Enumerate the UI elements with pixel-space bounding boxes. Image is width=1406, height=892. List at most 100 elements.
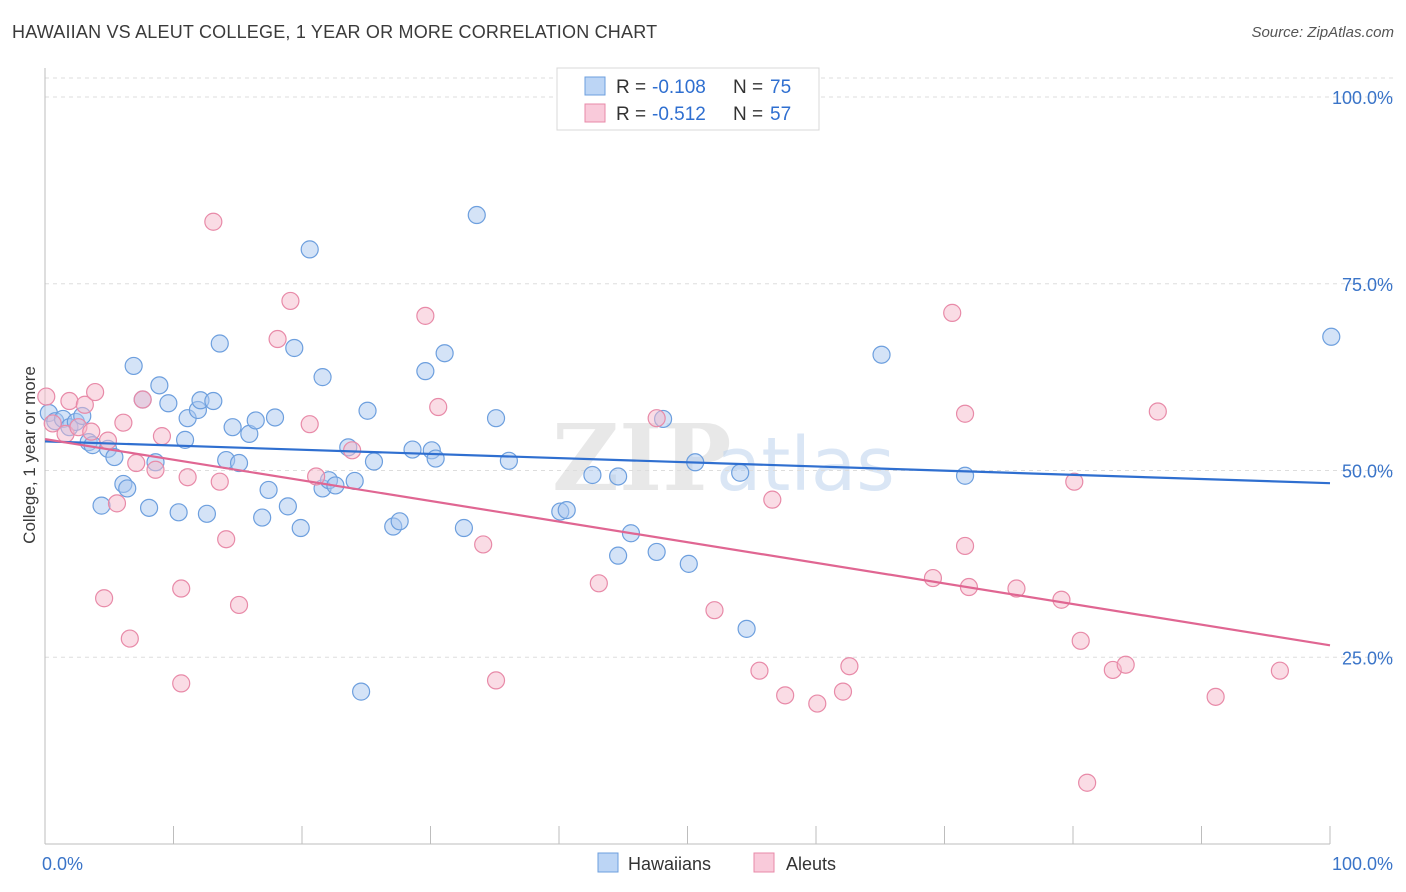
point-aleuts	[82, 422, 101, 441]
point-hawaiians	[150, 376, 169, 395]
legend-n-value-hawaiians: 75	[770, 77, 791, 98]
point-hawaiians	[259, 480, 278, 500]
trend-line-aleuts	[44, 438, 1331, 647]
point-hawaiians	[300, 240, 319, 259]
point-aleuts	[300, 415, 319, 434]
legend-n-label-hawaiians: N =	[733, 77, 763, 98]
point-hawaiians	[679, 554, 698, 573]
legend-top: R = -0.108 N = 75 R = -0.512 N = 57	[556, 67, 820, 131]
point-aleuts	[98, 431, 118, 450]
point-hawaiians	[204, 391, 223, 411]
legend-bottom-label-aleuts: Aleuts	[786, 854, 836, 874]
point-aleuts	[114, 413, 133, 432]
point-hawaiians	[499, 451, 518, 470]
point-hawaiians	[872, 345, 891, 364]
point-aleuts	[833, 682, 853, 701]
point-hawaiians	[609, 546, 628, 565]
point-hawaiians	[737, 619, 756, 638]
point-hawaiians	[557, 500, 576, 520]
point-aleuts	[229, 595, 249, 615]
point-aleuts	[217, 530, 236, 549]
point-aleuts	[808, 694, 827, 713]
point-aleuts	[146, 460, 165, 479]
legend-swatch-hawaiians	[584, 76, 606, 96]
point-hawaiians	[454, 518, 474, 538]
chart-title: HAWAIIAN VS ALEUT COLLEGE, 1 YEAR OR MOR…	[12, 22, 658, 42]
point-hawaiians	[278, 497, 297, 516]
axes	[44, 68, 1331, 845]
point-aleuts	[416, 306, 435, 325]
point-aleuts	[750, 661, 769, 680]
point-hawaiians	[955, 466, 975, 485]
legend-n-value-aleuts: 57	[770, 104, 791, 125]
point-aleuts	[955, 404, 975, 423]
point-hawaiians	[229, 453, 249, 473]
point-aleuts	[268, 329, 287, 349]
point-aleuts	[1071, 631, 1090, 650]
y-tick-label-25: 25.0%	[1342, 648, 1393, 668]
point-aleuts	[1052, 590, 1071, 609]
y-tick-label-50: 50.0%	[1342, 462, 1393, 482]
point-hawaiians	[223, 418, 242, 437]
point-aleuts	[647, 409, 666, 428]
point-hawaiians	[426, 449, 445, 468]
point-hawaiians	[197, 504, 217, 523]
point-aleuts	[589, 574, 608, 593]
point-aleuts	[120, 629, 139, 648]
point-hawaiians	[92, 496, 111, 515]
point-aleuts	[281, 291, 300, 311]
point-aleuts	[86, 382, 105, 402]
point-aleuts	[95, 589, 114, 608]
legend-r-value-aleuts: -0.512	[652, 104, 706, 125]
point-hawaiians	[358, 401, 377, 420]
trend-lines	[44, 438, 1331, 647]
point-aleuts	[486, 671, 506, 690]
source-credit: Source: ZipAtlas.com	[1251, 24, 1394, 41]
legend-swatch-aleuts	[584, 103, 606, 123]
point-hawaiians	[647, 542, 666, 562]
point-hawaiians	[253, 508, 272, 527]
point-hawaiians	[352, 682, 371, 701]
point-hawaiians	[467, 205, 486, 225]
legend-r-label-aleuts: R =	[616, 104, 646, 125]
legend-bottom-swatch-hawaiians	[597, 852, 619, 873]
point-aleuts	[1206, 687, 1225, 706]
point-aleuts	[1078, 773, 1097, 792]
point-aleuts	[37, 387, 56, 406]
point-aleuts	[1270, 661, 1289, 680]
point-aleuts	[1148, 402, 1167, 421]
point-aleuts	[763, 490, 782, 509]
point-aleuts	[923, 568, 943, 588]
point-hawaiians	[1322, 327, 1341, 346]
point-hawaiians	[416, 362, 435, 381]
point-hawaiians	[609, 467, 628, 486]
point-aleuts	[172, 674, 191, 693]
point-aleuts	[705, 601, 724, 620]
point-hawaiians	[175, 430, 195, 449]
legend-r-label-hawaiians: R =	[616, 77, 646, 98]
legend-bottom-swatch-aleuts	[753, 852, 775, 873]
point-aleuts	[474, 535, 493, 554]
point-aleuts	[43, 414, 62, 433]
point-hawaiians	[159, 394, 178, 413]
point-aleuts	[178, 468, 197, 487]
point-hawaiians	[210, 334, 229, 353]
point-hawaiians	[486, 409, 506, 428]
point-aleuts	[127, 453, 146, 473]
point-hawaiians	[731, 463, 750, 482]
x-tick-label-min: 0.0%	[42, 854, 83, 874]
gridlines	[45, 77, 1393, 658]
legend-bottom: Hawaiians Aleuts	[597, 852, 836, 874]
point-aleuts	[776, 686, 795, 705]
point-hawaiians	[583, 465, 602, 485]
trend-line-hawaiians	[44, 440, 1331, 485]
point-aleuts	[75, 395, 94, 414]
point-hawaiians	[124, 356, 143, 376]
point-aleuts	[307, 467, 326, 486]
point-hawaiians	[403, 440, 422, 459]
point-aleuts	[1116, 655, 1135, 674]
y-tick-label-75: 75.0%	[1342, 275, 1393, 295]
point-aleuts	[1065, 472, 1084, 491]
point-aleuts	[204, 212, 223, 231]
